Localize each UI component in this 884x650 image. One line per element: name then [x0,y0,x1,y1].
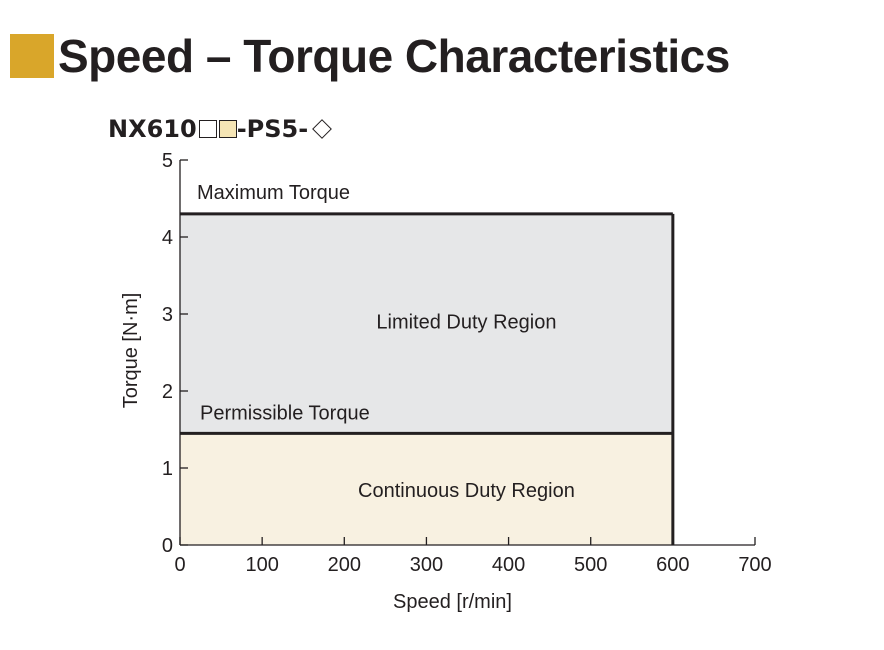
continuous-duty-region [180,433,673,545]
permissible-torque-label: Permissible Torque [200,402,370,424]
beige-box-icon [218,120,237,138]
limited-duty-region-label: Limited Duty Region [376,312,556,334]
x-tick-label: 700 [738,554,771,576]
x-axis-title: Speed [r/min] [393,591,512,613]
y-tick-label: 4 [162,227,173,249]
x-tick-label: 500 [574,554,607,576]
y-axis-title: Torque [N·m] [120,293,142,409]
x-tick-label: 600 [656,554,689,576]
y-tick-label: 0 [162,535,173,557]
page-title: Speed – Torque Characteristics [58,30,730,82]
x-tick-label: 0 [174,554,185,576]
white-box-icon [198,120,217,138]
x-tick-label: 200 [328,554,361,576]
x-tick-label: 400 [492,554,525,576]
title-square-icon [10,34,54,78]
maximum-torque-label: Maximum Torque [197,182,350,204]
continuous-duty-region-label: Continuous Duty Region [358,480,575,502]
y-tick-label: 2 [162,381,173,403]
header: Speed – Torque Characteristics [10,30,730,82]
x-tick-label: 100 [245,554,278,576]
y-tick-label: 5 [162,150,173,172]
model-prefix: NX610 [108,115,197,143]
y-tick-label: 3 [162,304,173,326]
y-tick-label: 1 [162,458,173,480]
limited-duty-region [180,213,673,434]
model-name: NX610 -PS5- [108,114,333,144]
x-tick-label: 300 [410,554,443,576]
model-suffix: -PS5- [236,115,309,143]
